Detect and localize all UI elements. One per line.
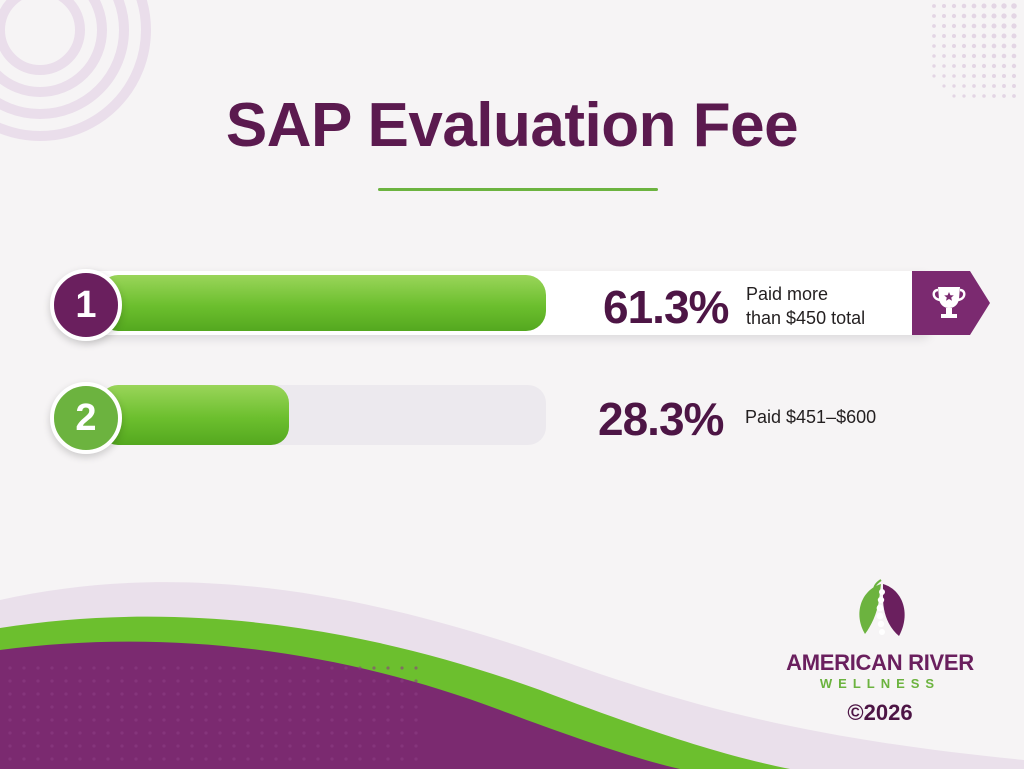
trophy-icon (932, 287, 966, 318)
brand-name: AMERICAN RIVER (786, 650, 974, 675)
corner-arcs (0, 0, 151, 141)
bar-track-2 (100, 385, 546, 445)
description-1-line-2: than $450 total (746, 308, 866, 328)
copyright: ©2026 (847, 700, 913, 725)
page-title: SAP Evaluation Fee (225, 91, 799, 160)
value-label-2: 28.3% (598, 393, 724, 445)
bar-track-1 (100, 275, 546, 331)
trophy-tab (912, 271, 990, 335)
title-underline (378, 188, 658, 191)
description-2: Paid $451–$600 (745, 407, 877, 427)
dot-pattern (932, 3, 1017, 98)
bar-fill-2 (100, 385, 290, 445)
brand-tagline: WELLNESS (819, 676, 941, 691)
brand-logo (859, 579, 905, 636)
rank-badge-2: 2 (50, 382, 122, 454)
description-1-line-1: Paid more (746, 284, 829, 304)
leaf-icon (859, 579, 905, 636)
description-1: Paid more than $450 total (746, 282, 865, 330)
wave-dot-pattern (8, 666, 418, 761)
wave-purple (0, 641, 680, 769)
bar-fill-1 (100, 275, 546, 331)
rank-badge-1: 1 (50, 269, 122, 341)
value-label-1: 61.3% (603, 281, 729, 333)
